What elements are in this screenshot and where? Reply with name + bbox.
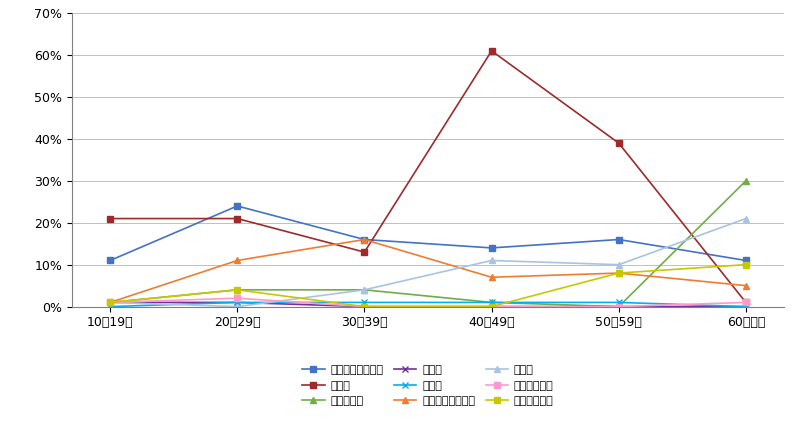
就職・転職・転業 <box>614 237 623 242</box>
Line: 生活の利便性: 生活の利便性 <box>107 262 749 309</box>
交通の利便性 <box>106 300 115 305</box>
就職・転職・転業 <box>741 258 750 263</box>
Line: 転　動: 転 動 <box>107 48 749 305</box>
住　宅 <box>106 300 115 305</box>
Line: 交通の利便性: 交通の利便性 <box>107 296 749 309</box>
住　宅 <box>614 262 623 267</box>
Line: 卒　業: 卒 業 <box>106 299 750 310</box>
就　学 <box>486 304 496 309</box>
転　動 <box>486 48 496 53</box>
交通の利便性 <box>741 300 750 305</box>
転　動 <box>741 300 750 305</box>
交通の利便性 <box>486 304 496 309</box>
就職・転職・転業 <box>233 203 242 208</box>
卒　業 <box>486 300 496 305</box>
生活の利便性 <box>741 262 750 267</box>
卒　業 <box>360 300 370 305</box>
卒　業 <box>741 304 750 309</box>
Line: 就職・転職・転業: 就職・転職・転業 <box>107 203 749 263</box>
退職・廃業 <box>106 300 115 305</box>
就職・転職・転業 <box>106 258 115 263</box>
Line: 退職・廃業: 退職・廃業 <box>106 177 750 310</box>
転　動 <box>614 141 623 146</box>
退職・廃業 <box>233 287 242 293</box>
就　学 <box>741 304 750 309</box>
結婚・離婚・縁組 <box>106 300 115 305</box>
退職・廃業 <box>486 300 496 305</box>
交通の利便性 <box>614 304 623 309</box>
就　学 <box>360 304 370 309</box>
就　学 <box>233 300 242 305</box>
就職・転職・転業 <box>486 245 496 251</box>
転　動 <box>106 216 115 221</box>
結婚・離婚・縁組 <box>741 283 750 288</box>
卒　業 <box>614 300 623 305</box>
Line: 結婚・離婚・縁組: 結婚・離婚・縁組 <box>106 236 750 306</box>
Legend: 就職・転職・転業, 転　動, 退職・廃業, 就　学, 卒　業, 結婚・離婚・縁組, 住　宅, 交通の利便性, 生活の利便性: 就職・転職・転業, 転 動, 退職・廃業, 就 学, 卒 業, 結婚・離婚・縁組… <box>302 365 554 406</box>
転　動 <box>360 250 370 255</box>
就　学 <box>614 304 623 309</box>
結婚・離婚・縁組 <box>614 270 623 276</box>
退職・廃業 <box>360 287 370 293</box>
生活の利便性 <box>233 287 242 293</box>
住　宅 <box>360 287 370 293</box>
就職・転職・転業 <box>360 237 370 242</box>
卒　業 <box>233 300 242 305</box>
住　宅 <box>233 304 242 309</box>
生活の利便性 <box>486 304 496 309</box>
生活の利便性 <box>614 270 623 276</box>
生活の利便性 <box>106 300 115 305</box>
結婚・離婚・縁組 <box>486 275 496 280</box>
結婚・離婚・縁組 <box>233 258 242 263</box>
退職・廃業 <box>614 304 623 309</box>
就　学 <box>106 300 115 305</box>
交通の利便性 <box>233 296 242 301</box>
住　宅 <box>741 216 750 221</box>
退職・廃業 <box>741 178 750 184</box>
交通の利便性 <box>360 304 370 309</box>
結婚・離婚・縁組 <box>360 237 370 242</box>
Line: 住　宅: 住 宅 <box>106 215 750 310</box>
卒　業 <box>106 304 115 309</box>
Line: 就　学: 就 学 <box>106 299 750 310</box>
転　動 <box>233 216 242 221</box>
生活の利便性 <box>360 304 370 309</box>
住　宅 <box>486 258 496 263</box>
